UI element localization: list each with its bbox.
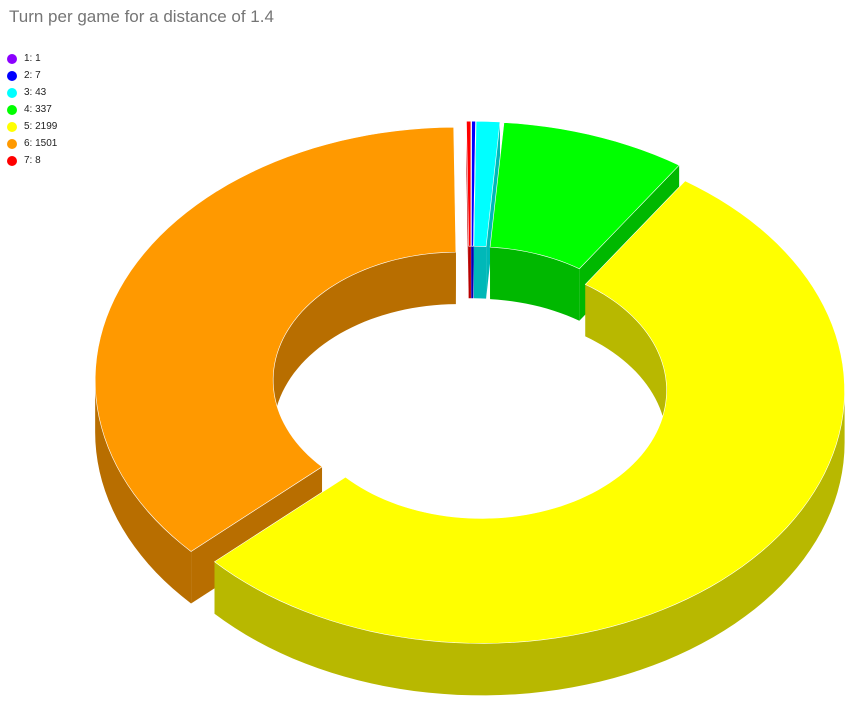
legend-marker: [7, 105, 17, 115]
slice-inner-wall: [468, 246, 471, 299]
slice-inner-wall: [473, 246, 487, 299]
legend-label: 7: 8: [24, 155, 41, 166]
legend-label: 1: 1: [24, 53, 41, 64]
legend-marker: [7, 139, 17, 149]
slice-top: [213, 180, 845, 644]
legend-item-2[interactable]: 2: 7: [7, 70, 58, 81]
legend-item-1[interactable]: 1: 1: [7, 53, 58, 64]
slice-inner-wall: [471, 246, 474, 299]
slice-top: [473, 120, 501, 247]
slice-outer-wall: [214, 390, 845, 696]
slice-top: [471, 120, 476, 247]
slices-group: [94, 120, 845, 696]
legend-marker: [7, 122, 17, 132]
slice-top: [466, 120, 472, 247]
chart-title: Turn per game for a distance of 1.4: [9, 7, 274, 26]
slice-top: [94, 126, 457, 552]
legend: 1: 1 2: 7 3: 43 4: 337 5: 2199 6: 1501 7: 8: [7, 53, 58, 172]
slice-top: [489, 122, 680, 270]
legend-item-6[interactable]: 6: 1501: [7, 138, 58, 149]
slice-3[interactable]: [473, 120, 501, 299]
legend-item-5[interactable]: 5: 2199: [7, 121, 58, 132]
slice-5[interactable]: [213, 180, 845, 696]
legend-label: 4: 337: [24, 104, 52, 115]
legend-item-7[interactable]: 7: 8: [7, 155, 58, 166]
legend-marker: [7, 88, 17, 98]
slice-end-wall: [486, 121, 500, 299]
legend-label: 3: 43: [24, 87, 47, 98]
legend-item-4[interactable]: 4: 337: [7, 104, 58, 115]
legend-item-3[interactable]: 3: 43: [7, 87, 58, 98]
legend-marker: [7, 156, 17, 166]
legend-label: 5: 2199: [24, 121, 58, 132]
slice-outer-wall: [95, 380, 192, 604]
slice-inner-wall: [585, 284, 667, 443]
legend-label: 6: 1501: [24, 138, 58, 149]
slice-7[interactable]: [466, 120, 472, 299]
slice-inner-wall: [273, 252, 456, 433]
legend-marker: [7, 54, 17, 64]
slice-inner-wall: [490, 247, 580, 321]
legend-marker: [7, 71, 17, 81]
legend-label: 2: 7: [24, 70, 41, 81]
